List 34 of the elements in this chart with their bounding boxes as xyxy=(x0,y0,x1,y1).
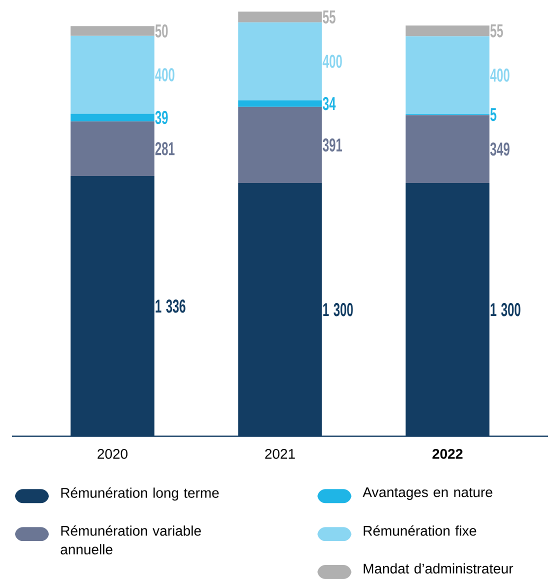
bar xyxy=(238,100,322,107)
data-label: 400 xyxy=(155,68,175,82)
bar xyxy=(238,106,322,184)
data-label: 1 300 xyxy=(490,303,520,316)
x-tick-label: 2020 xyxy=(98,448,128,459)
legend-label: Rémunération variable annuelle xyxy=(60,525,202,554)
data-label: 349 xyxy=(490,142,510,156)
bar xyxy=(70,114,155,122)
data-label: 1 336 xyxy=(156,300,186,313)
data-label: 5 xyxy=(490,108,496,122)
bar xyxy=(238,22,322,100)
data-label: 391 xyxy=(322,138,342,152)
bar xyxy=(406,115,490,184)
legend-label: Mandat d’administrateur xyxy=(364,563,514,574)
bar xyxy=(406,26,490,36)
bar xyxy=(406,36,490,114)
bar xyxy=(70,121,155,176)
bar xyxy=(70,26,155,36)
legend-label: Rémunération long terme xyxy=(61,487,219,501)
data-label: 50 xyxy=(155,24,168,38)
data-label: 281 xyxy=(156,142,175,156)
data-label: 400 xyxy=(322,54,342,68)
x-tick-label: 2022 xyxy=(432,448,463,459)
data-label: 55 xyxy=(323,10,336,24)
data-label: 34 xyxy=(322,96,336,110)
data-label: 39 xyxy=(155,110,168,124)
x-tick-label: 2021 xyxy=(265,448,295,459)
data-label: 1 300 xyxy=(323,303,353,316)
bar xyxy=(70,36,155,114)
data-label: 55 xyxy=(490,24,504,38)
bar xyxy=(238,12,322,22)
data-label: 400 xyxy=(490,68,510,82)
legend-label: Avantages en nature xyxy=(362,487,492,500)
legend-label: Rémunération fixe xyxy=(364,525,476,536)
